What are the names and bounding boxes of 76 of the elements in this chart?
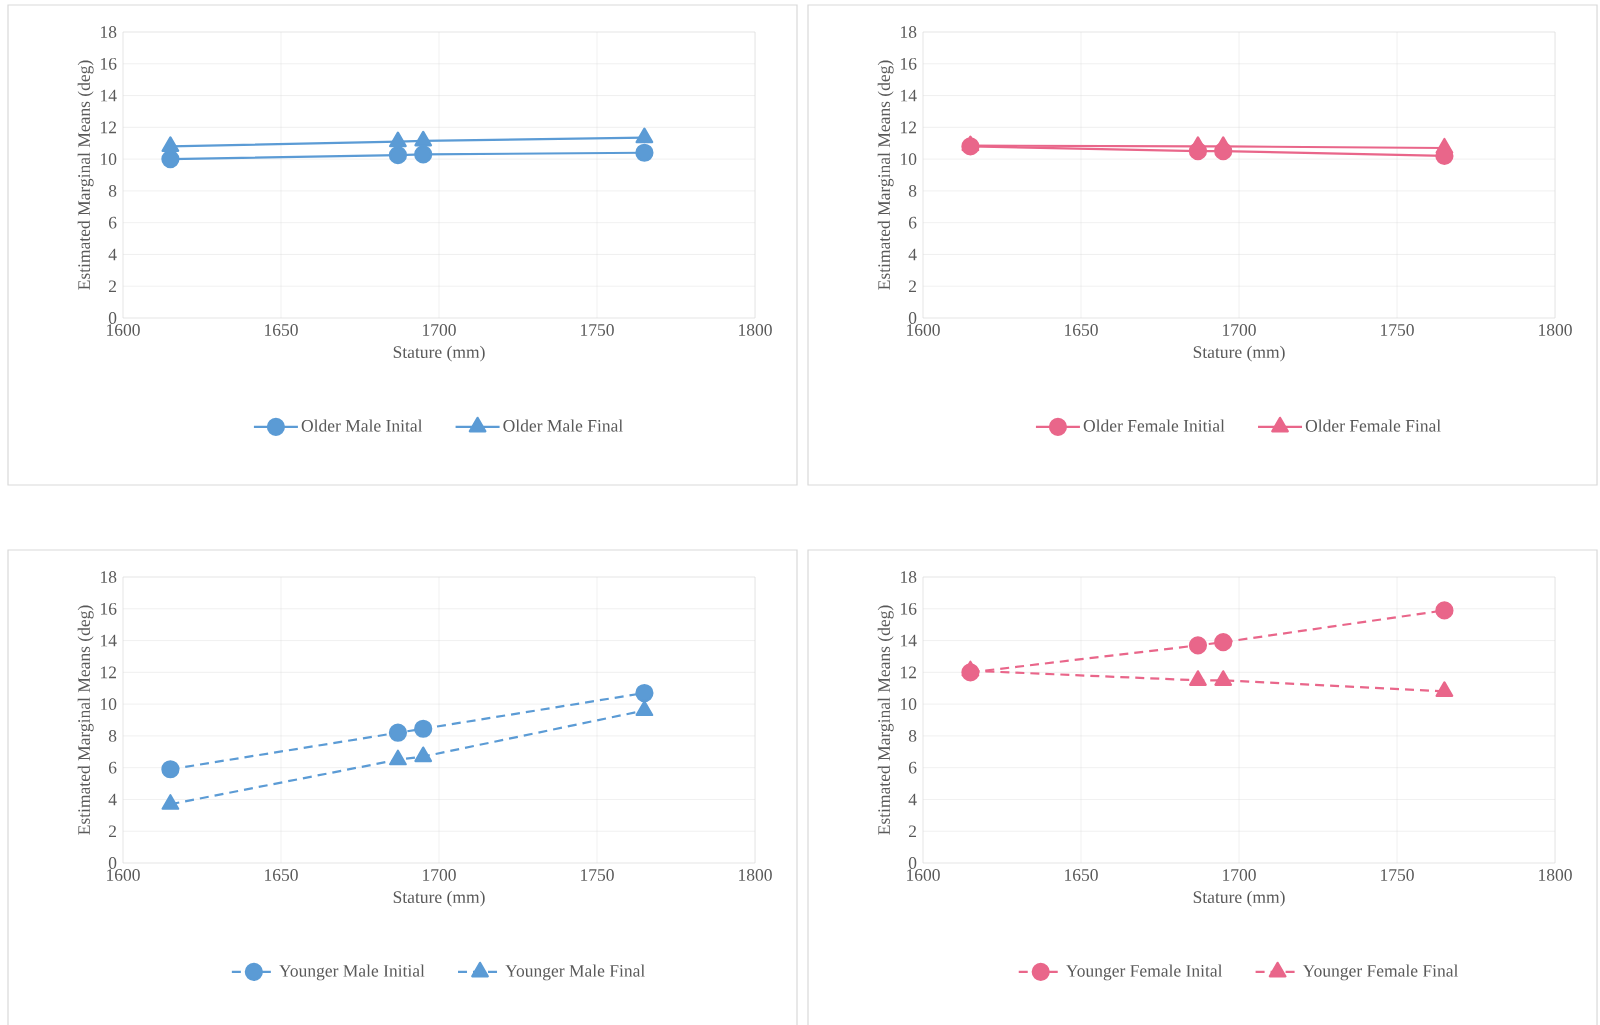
y-tick-label: 8 — [108, 729, 117, 742]
legend-label: Younger Female Inital — [1066, 964, 1223, 981]
y-tick-label: 6 — [908, 216, 917, 229]
y-tick-label: 12 — [101, 121, 116, 134]
legend-label: Older Male Inital — [301, 419, 423, 432]
y-tick-label: 18 — [101, 26, 117, 38]
x-tick-label: 1700 — [1223, 869, 1256, 881]
y-tick-label: 12 — [901, 121, 917, 134]
y-tick-label: 18 — [901, 571, 917, 583]
x-tick-label: 1800 — [1539, 324, 1572, 336]
legend-label: Younger Male Initial — [279, 964, 425, 981]
y-tick-label: 4 — [108, 793, 117, 806]
legend-label: Older Male Final — [503, 419, 623, 432]
x-tick-label: 1650 — [1065, 324, 1098, 336]
x-tick-label: 1750 — [581, 869, 614, 881]
y-tick-label: 12 — [101, 666, 116, 679]
y-axis-title: Estimated Marginal Means (deg) — [77, 605, 94, 835]
x-tick-label: 1650 — [1065, 869, 1098, 881]
y-tick-label: 4 — [908, 248, 917, 261]
legend-label: Older Female Initial — [1083, 419, 1225, 432]
y-axis-title: Estimated Marginal Means (deg) — [877, 60, 894, 290]
x-tick-label: 1800 — [1539, 869, 1572, 881]
x-tick-label: 1650 — [265, 324, 298, 336]
legend-label: Older Female Final — [1305, 419, 1441, 432]
y-tick-label: 14 — [101, 634, 117, 647]
y-tick-label: 8 — [108, 184, 117, 197]
x-tick-label: 1600 — [107, 869, 140, 881]
y-tick-label: 18 — [901, 26, 917, 38]
y-axis-title: Estimated Marginal Means (deg) — [77, 60, 94, 290]
y-tick-label: 14 — [901, 89, 917, 102]
y-tick-label: 16 — [901, 602, 917, 615]
x-tick-label: 1750 — [581, 324, 614, 336]
y-tick-label: 14 — [901, 634, 917, 647]
y-tick-label: 6 — [108, 761, 117, 774]
y-tick-label: 16 — [901, 57, 917, 70]
y-tick-label: 0 — [108, 857, 117, 869]
y-tick-label: 14 — [101, 89, 117, 102]
y-tick-label: 10 — [901, 153, 917, 166]
y-tick-label: 4 — [108, 248, 117, 261]
y-tick-label: 18 — [101, 571, 117, 583]
legend-label: Younger Male Final — [505, 964, 645, 981]
x-tick-label: 1800 — [739, 869, 772, 881]
x-tick-label: 1700 — [423, 324, 456, 336]
y-tick-label: 8 — [908, 729, 917, 742]
legend-label: Younger Female Final — [1302, 964, 1459, 981]
x-tick-label: 1600 — [907, 324, 940, 336]
y-tick-label: 6 — [908, 761, 917, 774]
y-tick-label: 4 — [908, 793, 917, 806]
x-tick-label: 1600 — [107, 324, 140, 336]
y-tick-label: 0 — [908, 312, 917, 324]
y-tick-label: 2 — [108, 825, 116, 838]
x-tick-label: 1600 — [907, 869, 940, 881]
x-tick-label: 1700 — [1223, 324, 1256, 336]
y-tick-label: 16 — [101, 57, 117, 70]
y-tick-label: 10 — [901, 698, 917, 711]
x-axis-title: Stature (mm) — [393, 890, 485, 907]
x-tick-label: 1750 — [1381, 869, 1414, 881]
x-axis-title: Stature (mm) — [393, 345, 485, 362]
x-tick-label: 1650 — [265, 869, 298, 881]
y-tick-label: 2 — [908, 825, 917, 838]
y-tick-label: 10 — [101, 153, 117, 166]
x-tick-label: 1700 — [423, 869, 456, 881]
y-tick-label: 2 — [108, 280, 116, 293]
y-tick-label: 12 — [901, 666, 917, 679]
x-axis-title: Stature (mm) — [1193, 345, 1285, 362]
y-tick-label: 0 — [108, 312, 117, 324]
y-tick-label: 2 — [908, 280, 917, 293]
y-tick-label: 10 — [101, 698, 117, 711]
x-tick-label: 1800 — [739, 324, 772, 336]
y-tick-label: 8 — [908, 184, 917, 197]
x-axis-title: Stature (mm) — [1193, 890, 1285, 907]
y-tick-label: 16 — [101, 602, 117, 615]
y-tick-label: 0 — [908, 857, 917, 869]
x-tick-label: 1750 — [1381, 324, 1414, 336]
y-axis-title: Estimated Marginal Means (deg) — [877, 605, 894, 835]
y-tick-label: 6 — [108, 216, 117, 229]
